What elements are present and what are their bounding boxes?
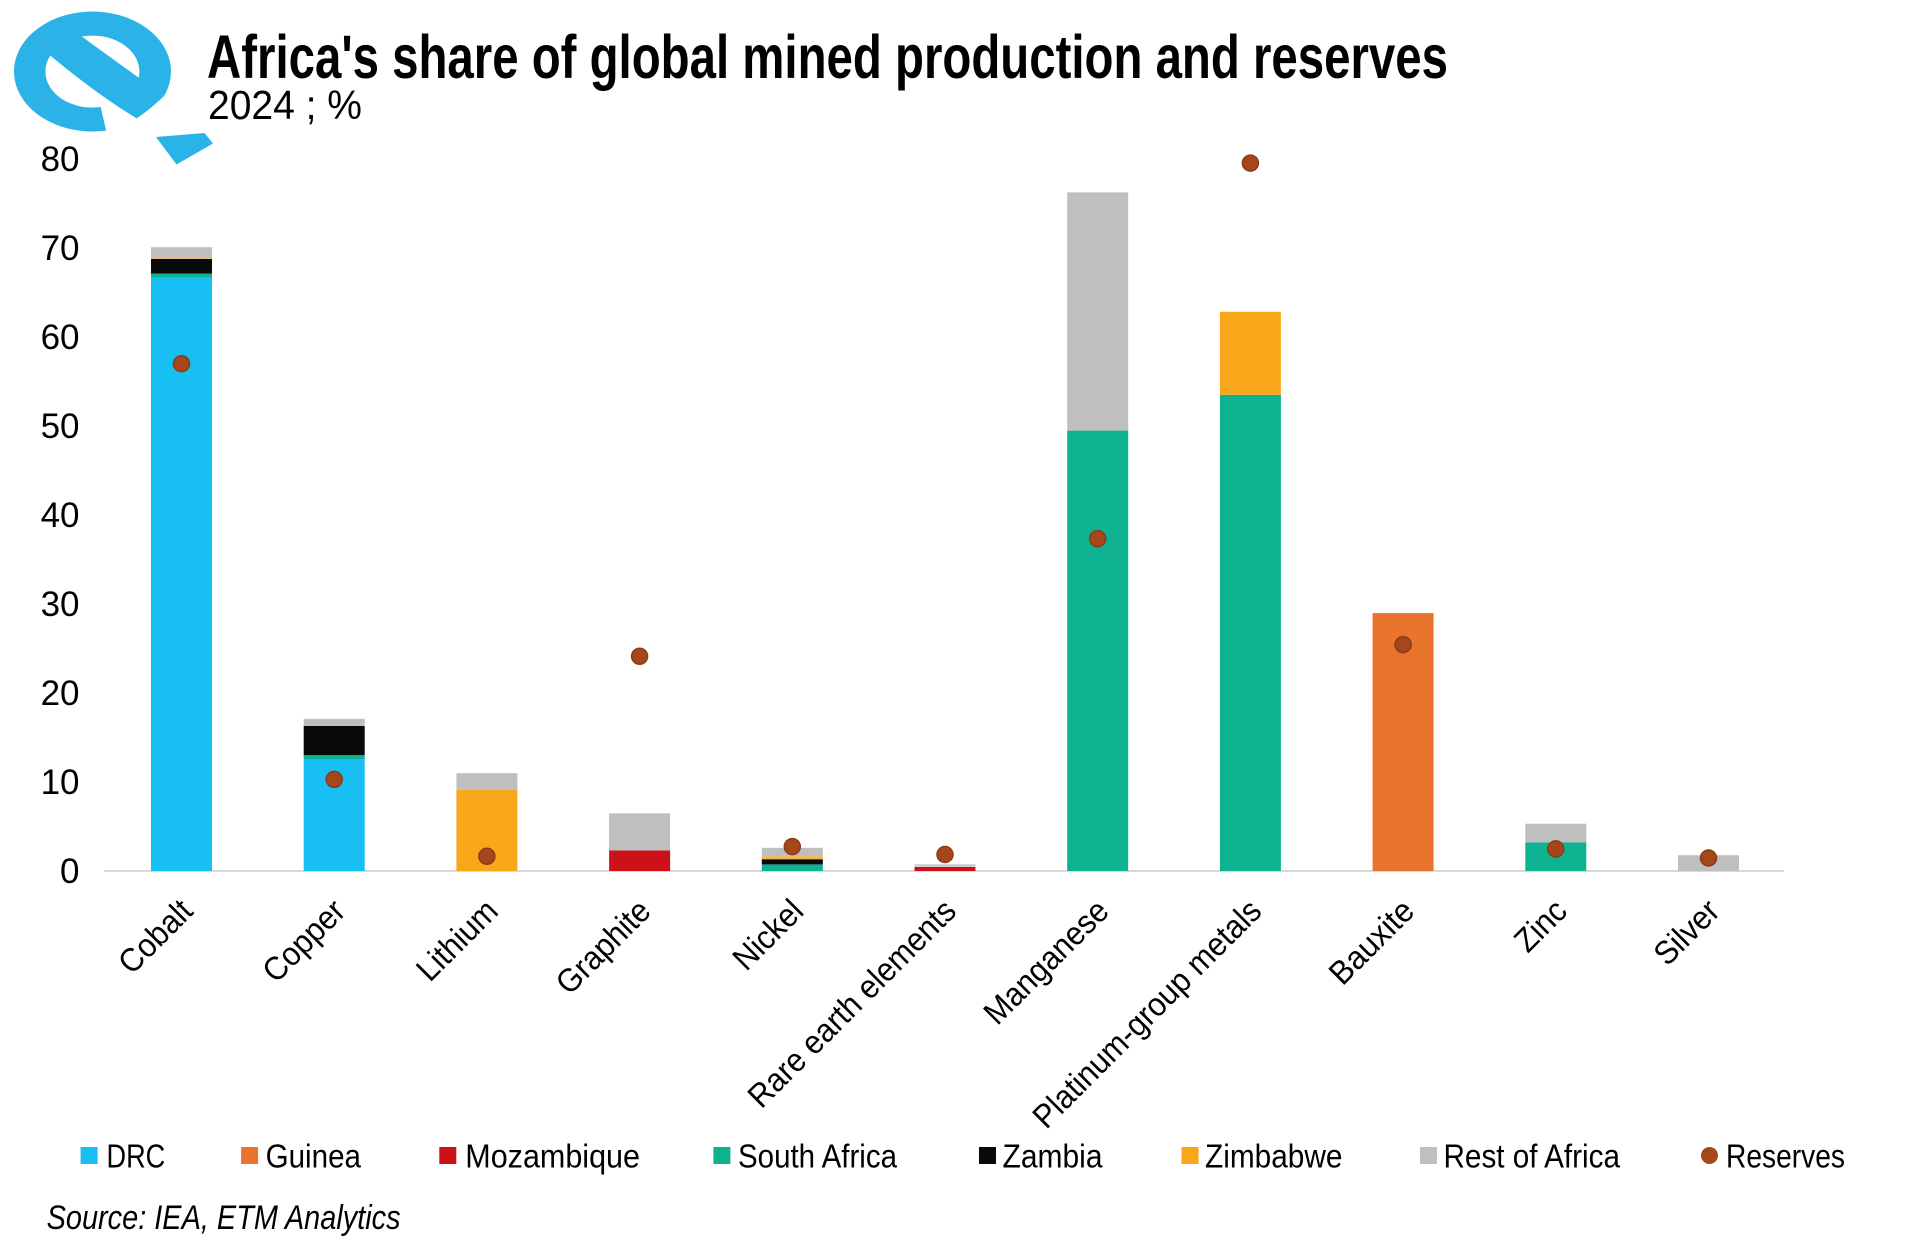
svg-text:Source: IEA, ETM Analytics: Source: IEA, ETM Analytics: [47, 1199, 401, 1237]
svg-text:40: 40: [41, 496, 80, 535]
svg-text:50: 50: [41, 407, 80, 446]
svg-text:Rest of Africa: Rest of Africa: [1444, 1138, 1621, 1175]
svg-text:Zambia: Zambia: [1003, 1138, 1104, 1175]
svg-text:Cobalt: Cobalt: [111, 892, 200, 981]
svg-text:Copper: Copper: [255, 892, 352, 989]
svg-text:DRC: DRC: [107, 1138, 166, 1175]
svg-text:70: 70: [41, 229, 80, 268]
svg-text:Guinea: Guinea: [266, 1138, 362, 1175]
svg-text:80: 80: [41, 140, 80, 179]
svg-text:2024 ; %: 2024 ; %: [208, 82, 362, 128]
svg-text:60: 60: [41, 318, 80, 357]
svg-text:Reserves: Reserves: [1726, 1138, 1845, 1175]
svg-text:30: 30: [41, 585, 80, 624]
svg-text:0: 0: [60, 852, 79, 891]
svg-text:Mozambique: Mozambique: [465, 1138, 640, 1175]
svg-text:Lithium: Lithium: [409, 892, 505, 988]
svg-text:10: 10: [41, 763, 80, 802]
svg-text:Bauxite: Bauxite: [1321, 892, 1421, 992]
svg-text:Manganese: Manganese: [976, 892, 1116, 1032]
svg-text:Graphite: Graphite: [548, 892, 657, 1001]
svg-text:Silver: Silver: [1646, 892, 1726, 972]
svg-text:Africa's share of global mined: Africa's share of global mined productio…: [207, 23, 1448, 91]
svg-text:20: 20: [41, 674, 80, 713]
svg-text:Nickel: Nickel: [725, 892, 810, 977]
svg-text:Zimbabwe: Zimbabwe: [1205, 1138, 1343, 1175]
svg-text:Zinc: Zinc: [1507, 892, 1574, 959]
svg-text:South Africa: South Africa: [738, 1138, 898, 1175]
